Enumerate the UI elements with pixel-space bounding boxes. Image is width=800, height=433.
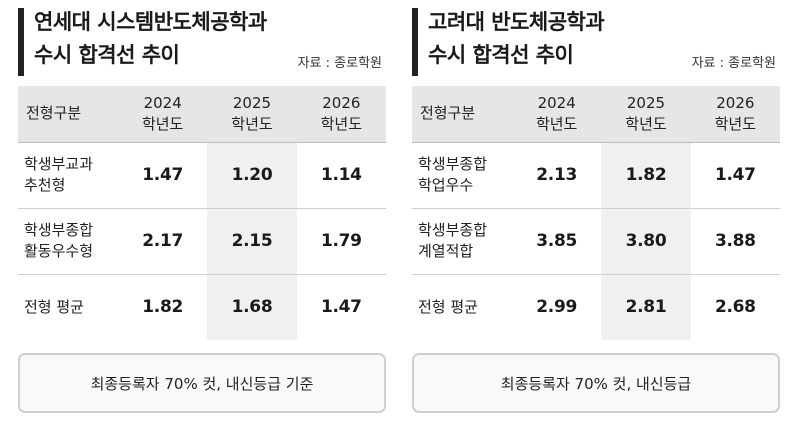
table-row: 전형 평균 2.99 2.81 2.68 [412,273,780,340]
table-row: 학생부종합 계열적합 3.85 3.80 3.88 [412,207,780,274]
value-cell: 1.20 [207,142,297,208]
header-year-2025: 2025 학년도 [601,86,691,143]
value-cell: 1.47 [142,165,184,185]
row-label: 전형 평균 [18,273,118,340]
value-cell: 1.82 [601,142,691,208]
header-category: 전형구분 [18,86,118,143]
table-header-row: 전형구분 2024 학년도 2025 학년도 2026 학년도 [18,86,386,143]
value-cell: 2.17 [118,207,208,274]
criteria-note: 최종등록자 70% 컷, 내신등급 기준 [18,353,386,413]
header-category: 전형구분 [412,86,512,143]
value-cell: 3.85 [512,207,602,274]
row-label: 학생부종합 활동우수형 [18,207,118,274]
title-accent-bar [412,8,418,76]
row-label: 학생부종합 학업우수 [418,155,488,194]
yonsei-panel: 연세대 시스템반도체공학과 수시 합격선 추이 자료 : 종로학원 전형구분 2… [18,0,386,433]
value-cell: 2.13 [536,165,578,185]
title-line-1: 연세대 시스템반도체공학과 [34,10,267,34]
korea-univ-panel: 고려대 반도체공학과 수시 합격선 추이 자료 : 종로학원 전형구분 2024… [412,0,780,433]
table-header-row: 전형구분 2024 학년도 2025 학년도 2026 학년도 [412,86,780,143]
value-cell: 1.47 [714,165,756,185]
panel-title: 고려대 반도체공학과 수시 합격선 추이 [428,6,605,72]
value-cell: 3.80 [601,207,691,274]
table-row: 학생부종합 활동우수형 2.17 2.15 1.79 [18,207,386,274]
value-cell: 1.68 [207,273,297,340]
header-year-2026: 2026 학년도 [690,86,780,143]
value-cell: 1.79 [296,207,386,274]
source-note: 자료 : 종로학원 [691,56,776,71]
title-accent-bar [18,8,24,76]
header-year-2024: 2024 학년도 [118,86,208,143]
header-year-2026: 2026 학년도 [296,86,386,143]
row-label: 학생부교과 추천형 [24,155,94,194]
cutoff-table: 전형구분 2024 학년도 2025 학년도 2026 학년도 학생부교과 추천형 1.… [18,86,386,340]
value-cell: 2.81 [601,273,691,340]
table-row: 학생부종합 학업우수 2.13 1.82 1.47 [412,142,780,208]
value-cell: 1.47 [296,273,386,340]
table-row: 전형 평균 1.82 1.68 1.47 [18,273,386,340]
value-cell: 3.88 [690,207,780,274]
header-year-2024: 2024 학년도 [512,86,602,143]
row-label: 전형 평균 [412,273,512,340]
value-cell: 1.82 [118,273,208,340]
title-line-2: 수시 합격선 추이 [428,43,574,67]
row-label: 학생부종합 계열적합 [412,207,512,274]
source-note: 자료 : 종로학원 [297,56,382,71]
title-line-2: 수시 합격선 추이 [34,43,180,67]
table-row: 학생부교과 추천형 1.47 1.20 1.14 [18,142,386,208]
value-cell: 2.99 [512,273,602,340]
value-cell: 2.68 [690,273,780,340]
header-year-2025: 2025 학년도 [207,86,297,143]
value-cell: 1.14 [320,165,362,185]
value-cell: 2.15 [207,207,297,274]
title-line-1: 고려대 반도체공학과 [428,10,605,34]
panel-title: 연세대 시스템반도체공학과 수시 합격선 추이 [34,6,267,72]
criteria-note: 최종등록자 70% 컷, 내신등급 [412,353,780,413]
cutoff-table: 전형구분 2024 학년도 2025 학년도 2026 학년도 학생부종합 학업우수 2… [412,86,780,340]
